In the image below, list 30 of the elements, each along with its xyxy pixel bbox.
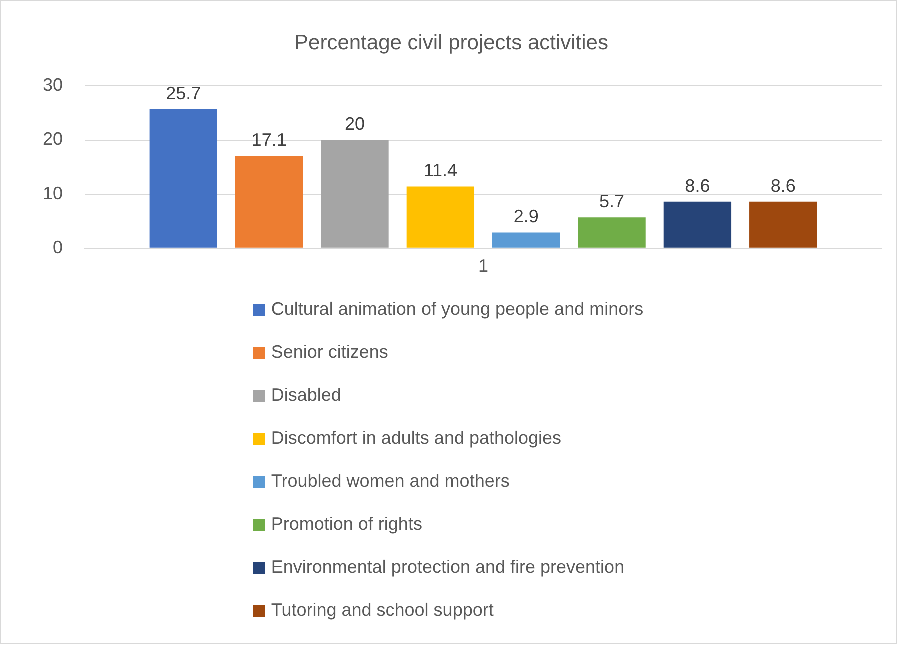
data-label: 11.4 [424, 160, 458, 181]
legend-label: Tutoring and school support [271, 600, 494, 621]
data-label: 8.6 [685, 176, 710, 196]
data-label: 25.7 [166, 83, 202, 104]
y-tick-label: 10 [42, 183, 64, 204]
legend-label: Discomfort in adults and pathologies [271, 428, 562, 449]
data-label: 8.6 [770, 176, 796, 196]
bar [406, 186, 475, 248]
legend-label: Troubled women and mothers [271, 471, 510, 492]
legend-label: Cultural animation of young people and minors [271, 299, 644, 320]
legend-label: Promotion of rights [271, 514, 422, 535]
chart-title: Percentage civil projects activities [294, 31, 608, 54]
bar [664, 202, 732, 248]
y-tick-label: 20 [42, 129, 64, 150]
bar [578, 218, 646, 248]
bar [235, 156, 304, 248]
data-label: 5.7 [600, 192, 625, 212]
bar [492, 232, 560, 248]
data-label: 2.9 [514, 206, 539, 227]
legend-label: Environmental protection and fire prevention [271, 557, 625, 578]
y-tick-label: 0 [53, 237, 64, 258]
data-label: 20 [344, 114, 366, 134]
bar [150, 109, 218, 248]
legend-label: Senior citizens [271, 342, 388, 363]
y-tick-label: 30 [42, 75, 64, 96]
legend-label: Disabled [271, 385, 342, 406]
bar [750, 202, 818, 248]
bar [321, 140, 389, 248]
x-tick-label: 1 [478, 256, 489, 276]
data-label: 17.1 [252, 130, 287, 150]
